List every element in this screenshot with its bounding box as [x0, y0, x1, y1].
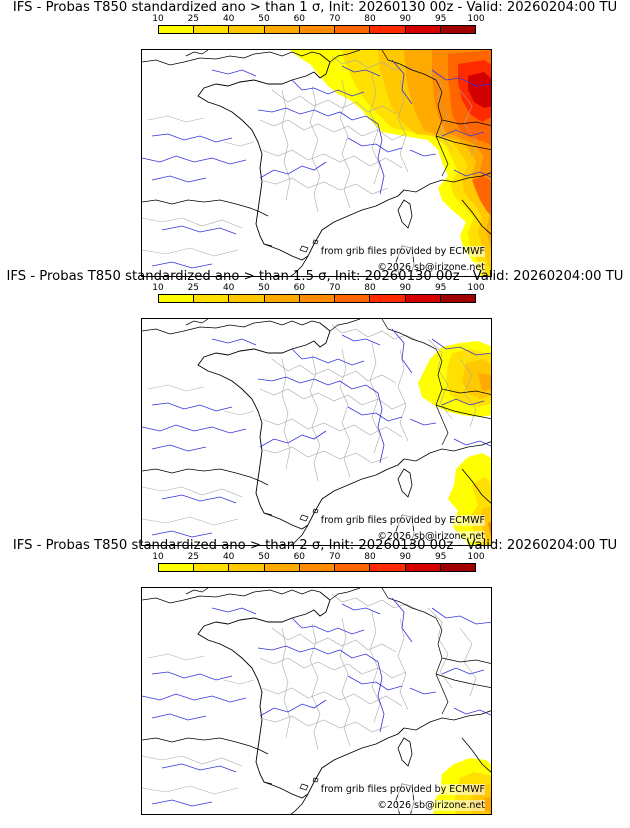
- panel-title: IFS - Probas T850 standardized ano > tha…: [6, 269, 624, 284]
- colorbar-tick: 90: [399, 14, 412, 24]
- colorbar-tick: 70: [328, 552, 341, 562]
- colorbar-swatch: [440, 564, 475, 571]
- colorbar-swatch: [194, 295, 230, 302]
- copyright-credit: ©2026 sb@irizone.net: [377, 262, 485, 273]
- colorbar-swatch: [299, 295, 336, 302]
- data-source-credit: from grib files provided by ECMWF: [320, 246, 485, 257]
- colorbar-swatch: [159, 295, 195, 302]
- panel-title: IFS - Probas T850 standardized ano > tha…: [12, 0, 618, 15]
- map-panel-1-5sigma: IFS - Probas T850 standardized ano > tha…: [0, 269, 630, 546]
- colorbar-tick: 100: [467, 552, 485, 562]
- copyright-credit: ©2026 sb@irizone.net: [377, 531, 485, 542]
- colorbar-swatch: [405, 564, 441, 571]
- colorbar-tick: 25: [187, 283, 200, 293]
- colorbar-tick: 40: [222, 552, 235, 562]
- colorbar-tick: 70: [328, 14, 341, 24]
- colorbar-tick: 80: [364, 283, 376, 293]
- colorbar-swatch: [194, 26, 230, 33]
- probability-map: from grib files provided by ECMWF ©2026 …: [141, 318, 492, 546]
- colorbar-tick: 40: [222, 14, 235, 24]
- colorbar-tick: 70: [328, 283, 341, 293]
- colorbar-tick: 95: [434, 283, 447, 293]
- colorbar-tick-labels: 10 25 40 50 60 70 80 90 95 100: [152, 552, 484, 563]
- colorbar-swatch: [440, 26, 475, 33]
- map-panel-2sigma: IFS - Probas T850 standardized ano > tha…: [0, 538, 630, 815]
- colorbar-tick: 50: [258, 283, 270, 293]
- colorbar-swatch: [229, 295, 265, 302]
- colorbar-swatch: [264, 295, 300, 302]
- data-source-credit: from grib files provided by ECMWF: [320, 515, 485, 526]
- colorbar-swatch: [229, 26, 265, 33]
- colorbar: [158, 25, 476, 34]
- map-panel-1sigma: IFS - Probas T850 standardized ano > tha…: [0, 0, 630, 277]
- colorbar-swatch: [299, 564, 336, 571]
- colorbar-swatch: [335, 295, 371, 302]
- copyright-credit: ©2026 sb@irizone.net: [377, 800, 485, 811]
- colorbar-tick: 50: [258, 552, 270, 562]
- colorbar-tick: 10: [152, 14, 164, 24]
- colorbar-tick: 80: [364, 552, 376, 562]
- colorbar-tick: 95: [434, 552, 447, 562]
- colorbar-tick: 90: [399, 283, 412, 293]
- colorbar-swatch: [159, 564, 195, 571]
- colorbar-swatch: [299, 26, 336, 33]
- colorbar-tick: 40: [222, 283, 235, 293]
- probability-shading: [290, 50, 491, 276]
- colorbar: [158, 563, 476, 572]
- colorbar-tick: 100: [467, 283, 485, 293]
- map-canvas: [142, 50, 491, 276]
- colorbar-tick: 80: [364, 14, 376, 24]
- colorbar-swatch: [159, 26, 195, 33]
- colorbar-swatch: [229, 564, 265, 571]
- colorbar-swatch: [405, 295, 441, 302]
- colorbar-tick: 10: [152, 283, 164, 293]
- probability-shading: [418, 341, 491, 545]
- colorbar-swatch: [264, 26, 300, 33]
- panel-title: IFS - Probas T850 standardized ano > tha…: [12, 538, 618, 553]
- data-source-credit: from grib files provided by ECMWF: [320, 784, 485, 795]
- colorbar: [158, 294, 476, 303]
- map-canvas: [142, 588, 491, 814]
- colorbar-swatch: [370, 26, 406, 33]
- colorbar-swatch: [335, 26, 371, 33]
- colorbar-tick: 100: [467, 14, 485, 24]
- colorbar-tick-labels: 10 25 40 50 60 70 80 90 95 100: [152, 14, 484, 25]
- colorbar-tick: 60: [293, 14, 306, 24]
- colorbar-swatch: [370, 295, 406, 302]
- colorbar-tick: 95: [434, 14, 447, 24]
- colorbar-tick: 60: [293, 283, 306, 293]
- colorbar-swatch: [440, 295, 475, 302]
- colorbar-swatch: [194, 564, 230, 571]
- colorbar-tick: 25: [187, 14, 200, 24]
- colorbar-tick: 90: [399, 552, 412, 562]
- colorbar-tick: 10: [152, 552, 164, 562]
- map-canvas: [142, 319, 491, 545]
- colorbar-tick-labels: 10 25 40 50 60 70 80 90 95 100: [152, 283, 484, 294]
- colorbar-tick: 25: [187, 552, 200, 562]
- colorbar-tick: 50: [258, 14, 270, 24]
- probability-map: from grib files provided by ECMWF ©2026 …: [141, 587, 492, 815]
- colorbar-swatch: [264, 564, 300, 571]
- colorbar-tick: 60: [293, 552, 306, 562]
- probability-map: from grib files provided by ECMWF ©2026 …: [141, 49, 492, 277]
- colorbar-swatch: [335, 564, 371, 571]
- colorbar-swatch: [370, 564, 406, 571]
- colorbar-swatch: [405, 26, 441, 33]
